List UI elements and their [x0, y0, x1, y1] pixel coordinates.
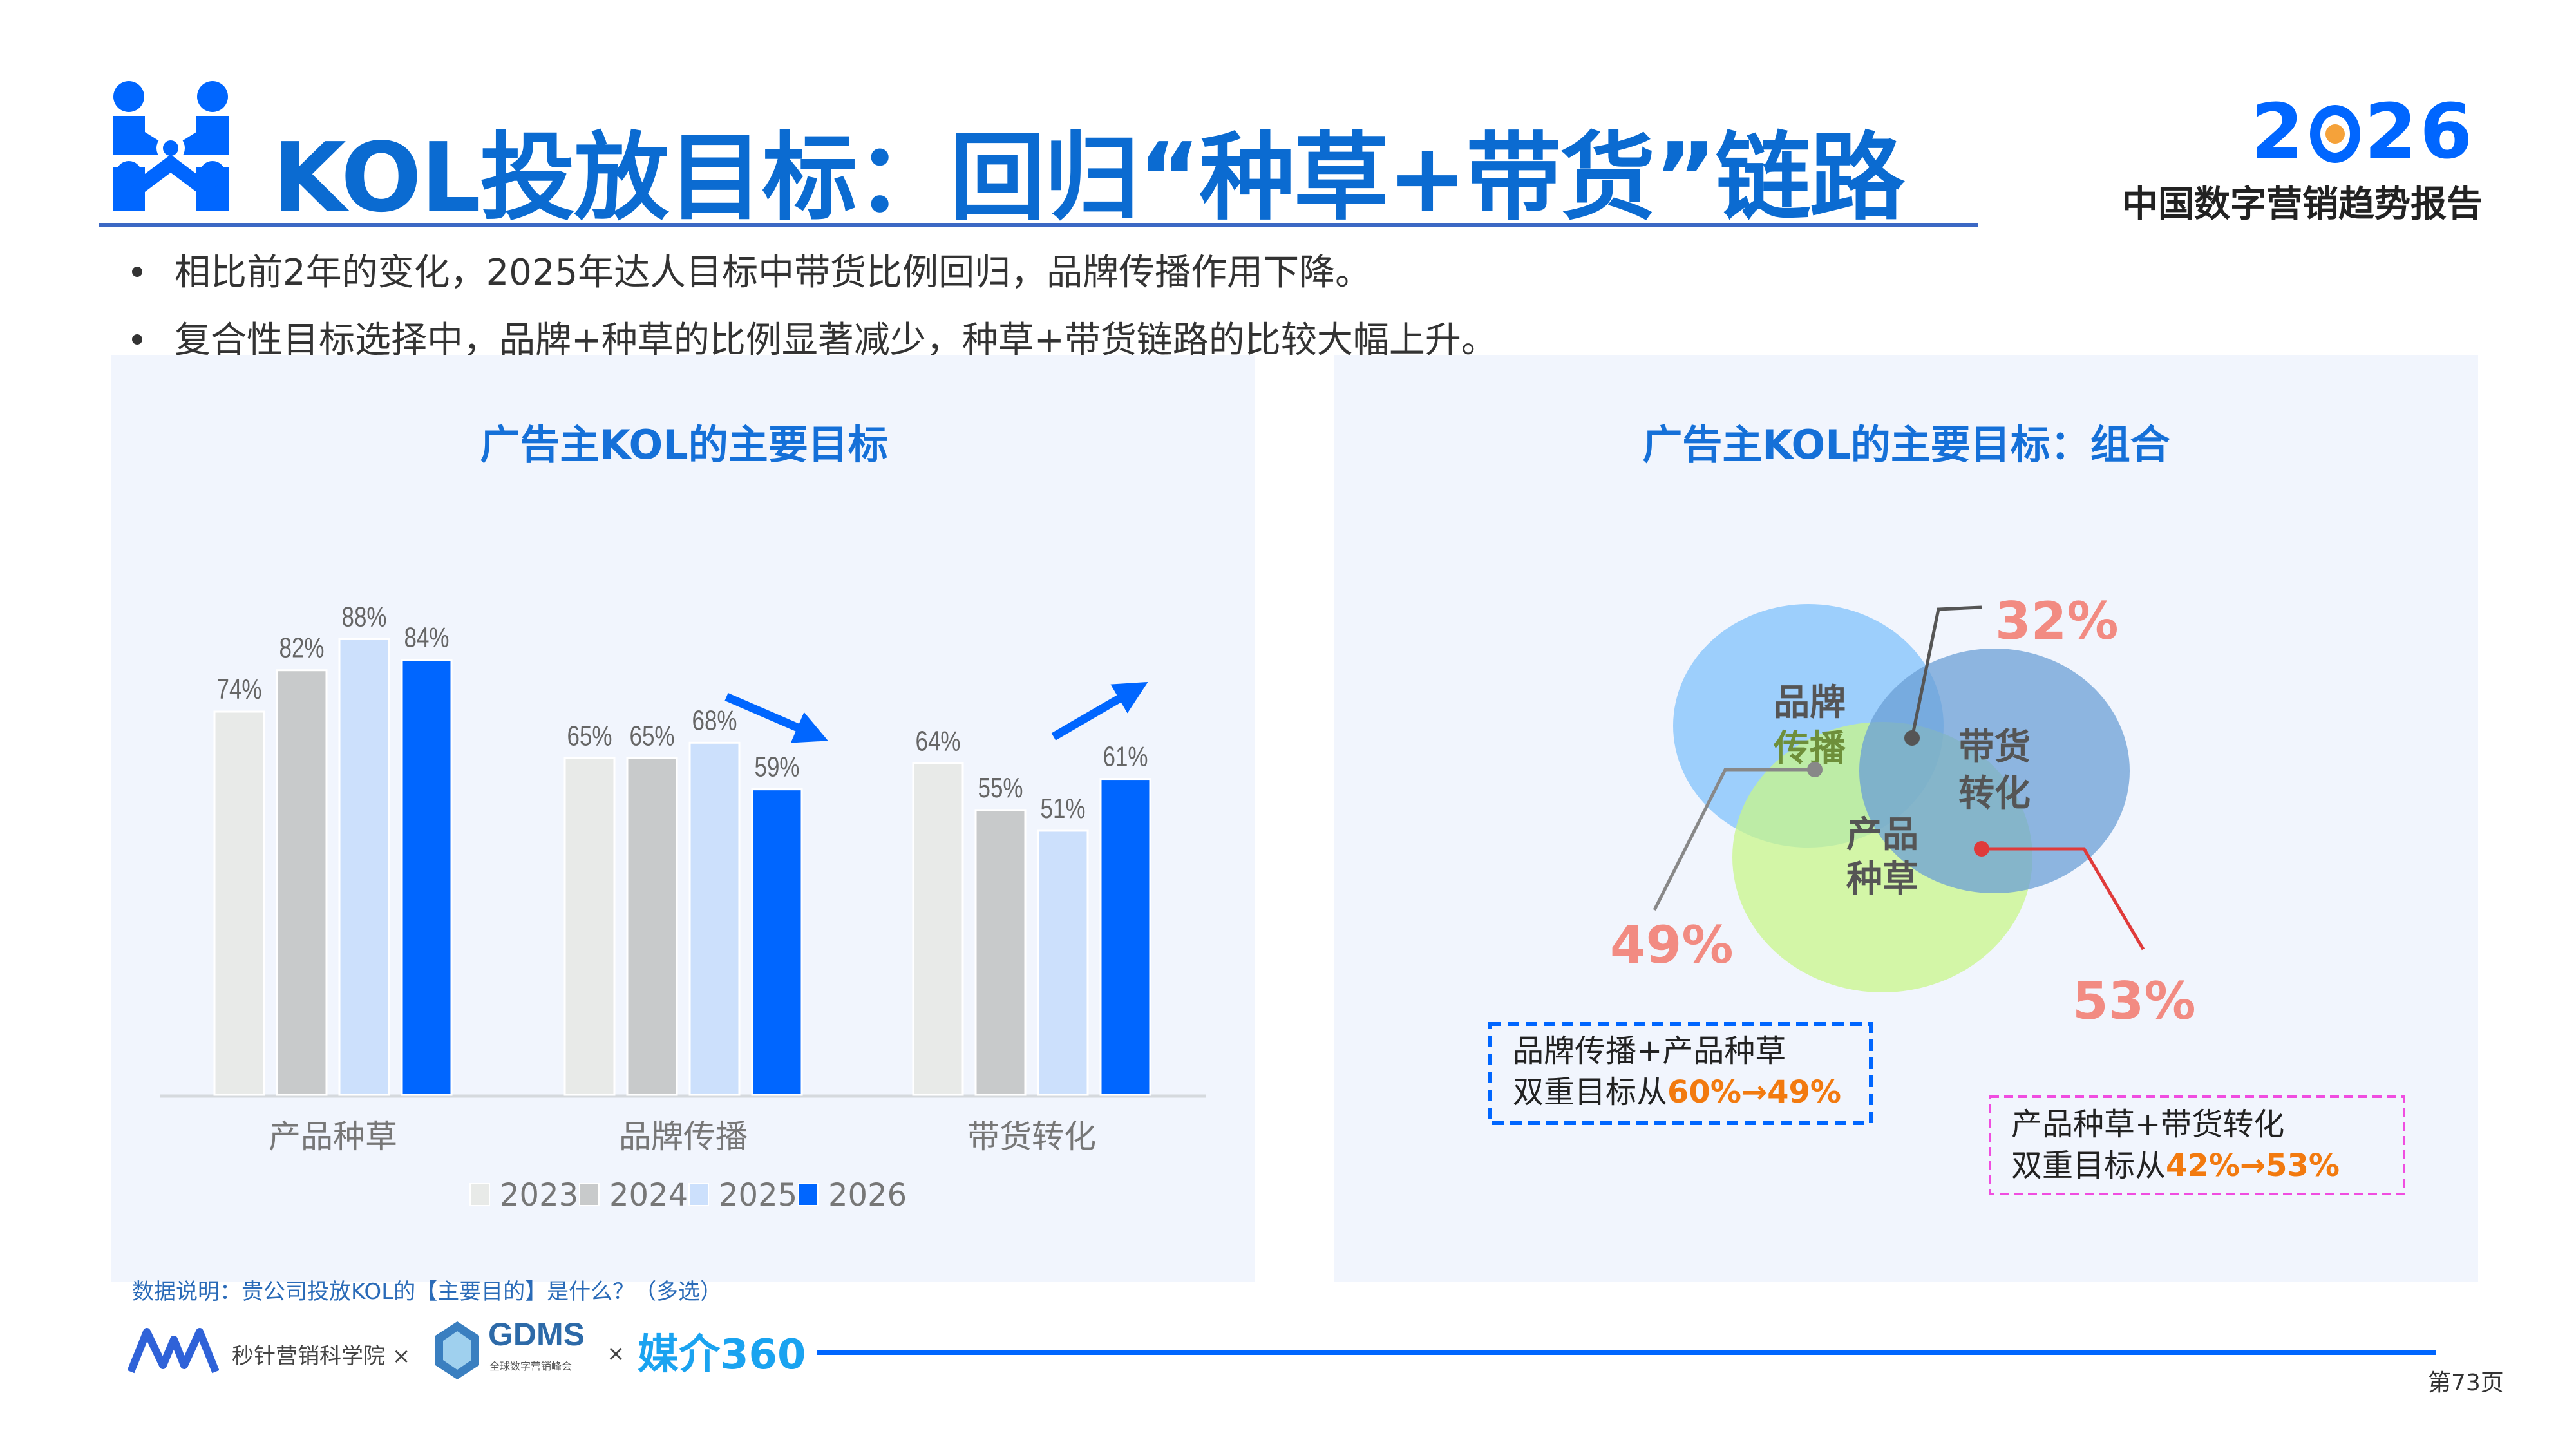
bar-2023 — [213, 710, 265, 1096]
legend-label: 2023 — [500, 1177, 578, 1213]
bar-2023 — [912, 762, 964, 1096]
media360-logo: 媒介360 — [638, 1331, 806, 1379]
legend-swatch — [688, 1183, 709, 1206]
left-panel-title: 广告主KOL的主要目标 — [480, 421, 888, 468]
gdms-label: GDMS — [488, 1316, 585, 1352]
logo-digits: 26 — [2364, 87, 2476, 176]
bar-value-label: 59% — [755, 752, 800, 783]
box2-text: 产品种草+带货转化 双重目标从42%→53% — [2011, 1104, 2340, 1186]
bar-value-label: 82% — [279, 632, 325, 664]
box2-border — [1989, 1095, 2405, 1195]
logo-digit: 2 — [2251, 87, 2307, 176]
bullet-dot-icon — [132, 267, 142, 277]
bar-value-label: 51% — [1041, 793, 1086, 824]
report-logo-2026: 2 26 — [2251, 87, 2475, 176]
gdms-sub: 全球数字营销峰会 — [489, 1360, 573, 1372]
box1-text: 品牌传播+产品种草 双重目标从60%→49% — [1513, 1030, 1841, 1113]
bar-2026 — [401, 659, 453, 1096]
box2-line1: 产品种草+带货转化 — [2011, 1106, 2285, 1142]
venn-label: 带货 — [1958, 726, 2031, 768]
legend-swatch — [579, 1183, 600, 1206]
people-network-icon — [113, 81, 229, 211]
bar-value-label: 84% — [404, 622, 450, 654]
bar-2024 — [974, 809, 1027, 1096]
venn-circle-sales — [1859, 649, 2130, 893]
category-label: 带货转化 — [967, 1118, 1096, 1155]
bar-value-label: 88% — [342, 601, 387, 632]
data-note: 数据说明：贵公司投放KOL的【主要目的】是什么？（多选） — [132, 1279, 723, 1305]
bar-value-label: 65% — [630, 720, 675, 752]
title-divider — [99, 223, 1978, 227]
bar-2026 — [751, 788, 803, 1096]
bar-2025 — [688, 741, 741, 1096]
bar-2025 — [1037, 829, 1089, 1096]
bullet-1: 相比前2年的变化，2025年达人目标中带货比例回归，品牌传播作用下降。 — [132, 243, 1371, 296]
category-label: 品牌传播 — [619, 1118, 748, 1155]
callout-dot — [1974, 841, 1989, 857]
partner1-name: 秒针营销科学院 — [232, 1343, 385, 1369]
bar-2024 — [276, 669, 328, 1096]
venn-label: 品牌 — [1774, 682, 1846, 724]
bullet-2: 复合性目标选择中，品牌+种草的比例显著减少，种草+带货链路的比较大幅上升。 — [132, 311, 1497, 363]
bar-2023 — [564, 757, 616, 1096]
miaozhen-logo-icon — [128, 1328, 219, 1374]
venn-diagram: 品牌 传播 带货 转化 产品 种草 32% 49% 53% — [1488, 591, 2405, 1195]
times-sign: × — [607, 1341, 625, 1367]
callout-brand-sales: 32% — [1995, 591, 2118, 651]
times-sign: × — [392, 1343, 411, 1369]
page-number: 第73页 — [2428, 1370, 2504, 1396]
legend-swatch — [469, 1183, 490, 1206]
bar-chart: 74% 82% 88% 84% 产品种草 65% 65% 68% 59% 品牌传播 64% 55% 51… — [160, 601, 1206, 1213]
box1-prefix: 双重目标从 — [1513, 1074, 1668, 1110]
box2-change: 42%→53% — [2166, 1148, 2340, 1184]
callout-dot — [1904, 730, 1920, 746]
bar-value-label: 68% — [692, 705, 737, 736]
bullet-dot-icon — [132, 334, 142, 345]
bar-2026 — [1099, 778, 1151, 1096]
box1-line1: 品牌传播+产品种草 — [1513, 1033, 1786, 1069]
page-title: KOL投放目标：回归“种草+带货”链路 — [272, 122, 1905, 233]
box1-border — [1488, 1022, 1873, 1125]
bar-value-label: 64% — [916, 725, 961, 757]
report-name: 中国数字营销趋势报告 — [2122, 184, 2483, 225]
bar-value-label: 74% — [217, 674, 262, 705]
venn-label: 转化 — [1958, 773, 2031, 815]
box1-change: 60%→49% — [1667, 1074, 1842, 1110]
up-arrow-icon — [1051, 681, 1148, 741]
venn-label: 种草 — [1846, 858, 1918, 900]
bullet-text: 复合性目标选择中，品牌+种草的比例显著减少，种草+带货链路的比较大幅上升。 — [175, 319, 1497, 361]
box2-prefix: 双重目标从 — [2011, 1148, 2166, 1184]
bar-2025 — [338, 638, 390, 1096]
legend-label: 2024 — [609, 1177, 688, 1213]
category-label: 产品种草 — [269, 1118, 397, 1155]
bar-value-label: 55% — [978, 772, 1023, 804]
venn-label: 传播 — [1773, 728, 1846, 770]
legend-label: 2025 — [719, 1177, 797, 1213]
callout-brand-seed: 49% — [1610, 915, 1733, 975]
callout-dot — [1807, 762, 1823, 777]
bar-2024 — [626, 757, 678, 1096]
right-panel-title: 广告主KOL的主要目标：组合 — [1642, 421, 2170, 468]
bar-value-label: 61% — [1103, 741, 1148, 773]
venn-label: 产品 — [1846, 814, 1918, 856]
gdms-logo-icon — [435, 1321, 479, 1379]
legend-swatch — [798, 1183, 819, 1206]
footer-divider — [817, 1350, 2436, 1355]
bullet-text: 相比前2年的变化，2025年达人目标中带货比例回归，品牌传播作用下降。 — [175, 252, 1372, 294]
callout-seed-sales: 53% — [2072, 971, 2195, 1031]
bar-value-label: 65% — [567, 720, 612, 752]
legend-label: 2026 — [828, 1177, 907, 1213]
down-arrow-icon — [724, 693, 828, 743]
